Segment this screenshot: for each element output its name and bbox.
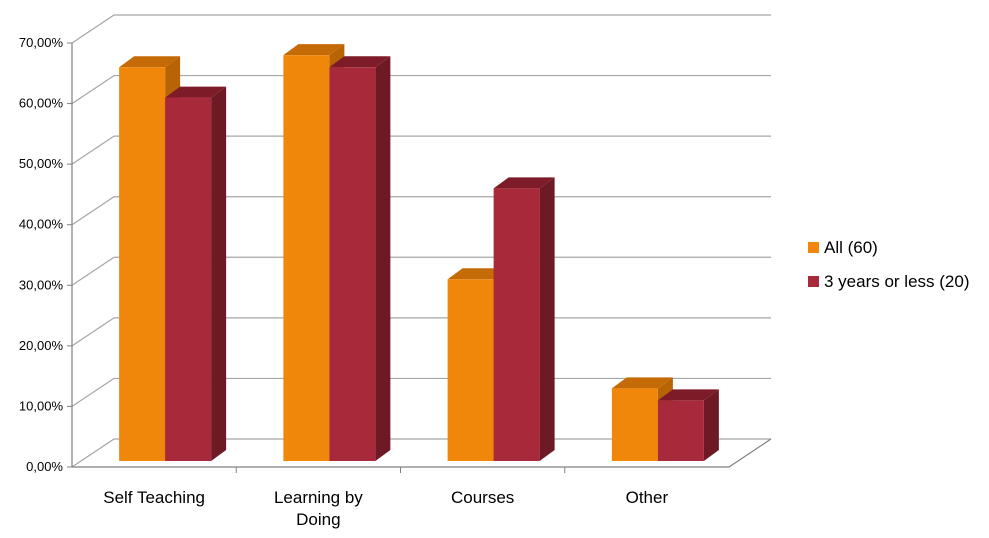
bar-top xyxy=(493,177,555,189)
bar-front xyxy=(657,400,704,461)
tick-labels: 0,00% 10,00% 20,00% 30,00% 40,00% 50,00% 60,00… xyxy=(19,35,669,529)
bar-top xyxy=(119,56,181,68)
legend-label: All (60) xyxy=(824,238,878,257)
gridline xyxy=(71,74,771,105)
bar-top xyxy=(283,44,345,56)
bar-front xyxy=(329,67,376,462)
bar-side xyxy=(375,56,391,462)
bar-front xyxy=(119,67,166,462)
bar-front xyxy=(611,388,658,461)
bar-side xyxy=(211,86,227,462)
bar-top xyxy=(165,86,227,98)
bar xyxy=(657,389,719,461)
y-tick-label: 70,00% xyxy=(19,35,64,50)
legend: All (60) 3 years or less (20) xyxy=(808,238,970,291)
bar-side xyxy=(703,389,719,461)
bar xyxy=(165,86,227,462)
bar-top xyxy=(611,377,673,389)
gridlines xyxy=(71,14,771,468)
legend-swatch xyxy=(808,242,819,253)
bar xyxy=(493,177,555,461)
bar-front xyxy=(493,188,540,461)
bar-side xyxy=(539,177,555,461)
x-tick-label: Courses xyxy=(451,488,514,507)
gridline xyxy=(71,14,771,44)
y-tick-label: 30,00% xyxy=(19,277,64,292)
bar-front xyxy=(283,55,330,462)
bar xyxy=(329,56,391,462)
legend-item: 3 years or less (20) xyxy=(808,272,970,291)
y-tick-label: 20,00% xyxy=(19,338,64,353)
gridline xyxy=(71,135,771,165)
bar-front xyxy=(447,279,494,461)
bar-top xyxy=(447,268,509,280)
y-tick-label: 0,00% xyxy=(26,459,63,474)
bar-front xyxy=(165,97,212,462)
x-tick-label: Other xyxy=(626,488,669,507)
bar-top xyxy=(329,56,391,68)
bars xyxy=(119,44,719,462)
y-tick-label: 60,00% xyxy=(19,96,64,111)
x-tick-label: Learning by Doing xyxy=(274,488,363,529)
x-tick-label: Self Teaching xyxy=(103,488,205,507)
legend-item: All (60) xyxy=(808,238,878,257)
y-tick-label: 10,00% xyxy=(19,398,64,413)
y-tick-label: 40,00% xyxy=(19,217,64,232)
legend-swatch xyxy=(808,276,819,287)
y-tick-label: 50,00% xyxy=(19,156,64,171)
x-axis xyxy=(72,438,772,468)
axes xyxy=(67,42,772,473)
bar-top xyxy=(657,389,719,401)
legend-label: 3 years or less (20) xyxy=(824,272,970,291)
